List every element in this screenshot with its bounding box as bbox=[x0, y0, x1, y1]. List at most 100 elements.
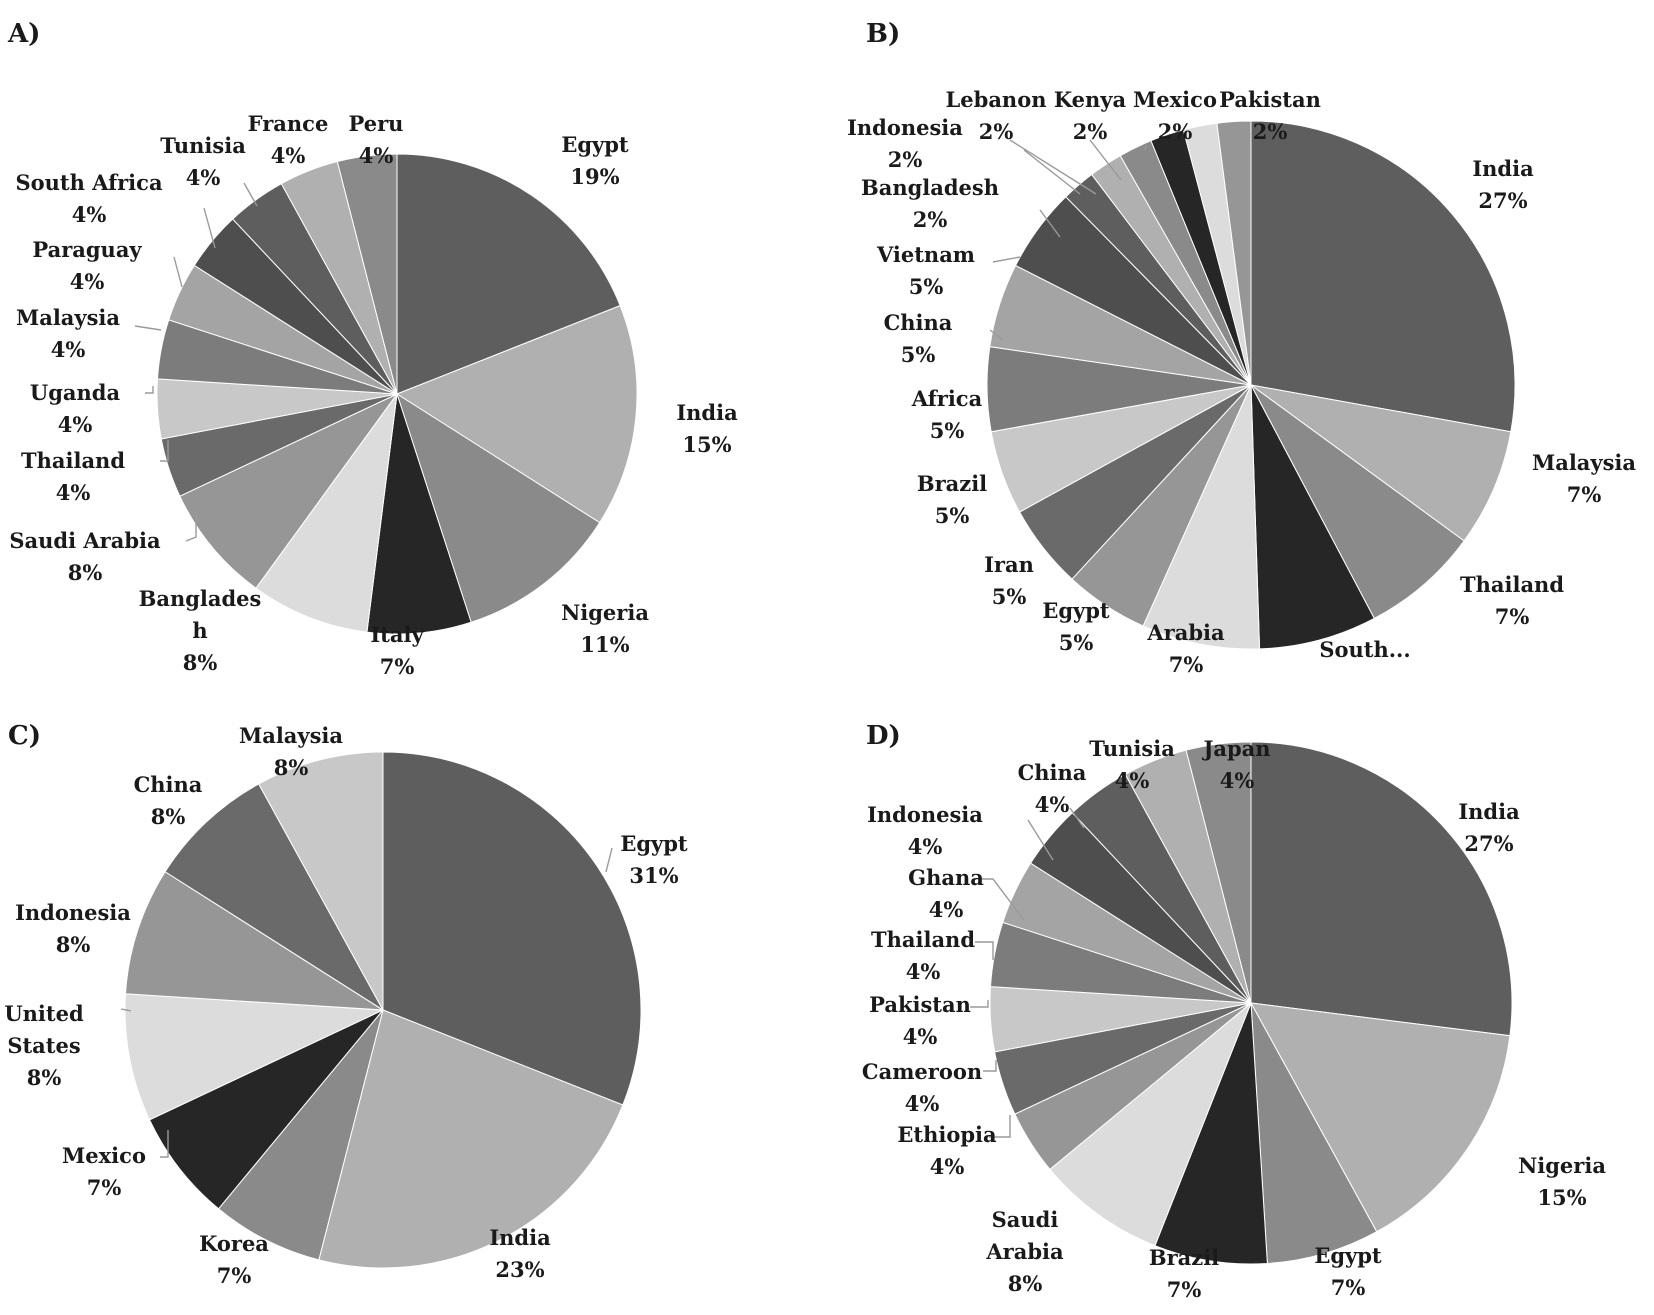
leader-line bbox=[989, 1115, 1011, 1138]
pie-slice bbox=[1185, 741, 1252, 1004]
pie-slice bbox=[1250, 741, 1513, 1037]
leader-line bbox=[980, 878, 1025, 921]
slice-label: India 23% bbox=[489, 1225, 551, 1282]
pie-slice bbox=[124, 993, 384, 1121]
slice-label: Egypt 19% bbox=[561, 132, 629, 189]
slice-label: Indonesia 4% bbox=[867, 802, 983, 859]
pie-chart-panel-4: D) India 27% Nigeria 15% Egypt 7% Brazil 7% Saudi… bbox=[862, 721, 1606, 1302]
slice-label: India 27% bbox=[1472, 156, 1534, 213]
pie-slice bbox=[179, 393, 398, 589]
slice-label: Thailand 7% bbox=[1460, 572, 1564, 629]
slice-label: Pakistan 4% bbox=[869, 992, 971, 1049]
pie-slice bbox=[396, 392, 601, 623]
leader-line bbox=[989, 329, 1004, 341]
slice-label: Uganda 4% bbox=[30, 380, 121, 437]
slice-label: Malaysia 4% bbox=[16, 305, 120, 362]
slice-label: Tunisia 4% bbox=[1089, 736, 1175, 793]
panel-letter: C) bbox=[8, 721, 41, 751]
slice-label: Saudi Arabia 8% bbox=[985, 1207, 1064, 1296]
slice-label: China 8% bbox=[134, 772, 203, 829]
slice-label: Kenya 2% bbox=[1054, 87, 1127, 144]
leader-line bbox=[605, 847, 613, 873]
slice-label: United States 8% bbox=[4, 1001, 84, 1090]
slice-label: Malaysia 7% bbox=[1532, 450, 1636, 507]
slice-label: Egypt 31% bbox=[620, 831, 688, 888]
slice-label: Mexico 2% bbox=[1133, 87, 1217, 144]
leader-line bbox=[160, 440, 169, 462]
slice-label: Ghana 4% bbox=[908, 865, 984, 922]
slice-label: Saudi Arabia 8% bbox=[9, 528, 161, 585]
leader-line bbox=[1009, 139, 1097, 195]
pie-chart-panel-1: A) Egypt 19% India 15% Nigeria 11% Italy 7% Bangl… bbox=[7, 19, 738, 679]
slice-label: Korea 7% bbox=[199, 1231, 269, 1288]
panel-letter: B) bbox=[866, 19, 900, 49]
leader-line bbox=[145, 386, 154, 394]
pie-slice bbox=[124, 871, 384, 1011]
slice-label: Africa 5% bbox=[911, 386, 983, 443]
slice-label: Iran 5% bbox=[984, 552, 1034, 609]
slice-label: Cameroon 4% bbox=[862, 1059, 982, 1116]
pie-slice bbox=[1250, 120, 1516, 433]
pie-slice bbox=[1250, 384, 1465, 620]
slice-label: Egypt 7% bbox=[1314, 1243, 1382, 1300]
leader-line bbox=[1027, 819, 1054, 861]
pie-slice bbox=[336, 153, 398, 395]
leader-line bbox=[992, 256, 1021, 263]
slice-label: Nigeria 15% bbox=[1518, 1153, 1606, 1210]
leader-line bbox=[1039, 209, 1061, 238]
slice-label: South Africa 4% bbox=[15, 170, 163, 227]
pie-chart-panel-3: C) Egypt 31% India 23% Korea 7% Mexico 7% United S… bbox=[4, 721, 688, 1288]
slice-label: France 4% bbox=[248, 111, 329, 168]
slice-label: India 27% bbox=[1458, 799, 1520, 856]
pie-slice bbox=[1142, 384, 1261, 650]
slice-label: Thailand 4% bbox=[871, 927, 975, 984]
pie-slice bbox=[366, 393, 472, 635]
pie-slice bbox=[318, 1009, 624, 1269]
leader-line bbox=[203, 207, 216, 249]
slice-label: Peru 4% bbox=[349, 111, 404, 168]
leader-line bbox=[983, 1060, 997, 1072]
pie-slice bbox=[396, 153, 621, 395]
slice-label: Ethiopia 4% bbox=[897, 1122, 997, 1179]
slice-label: Malaysia 8% bbox=[239, 723, 343, 780]
slice-label: Egypt 5% bbox=[1042, 598, 1110, 655]
pie-slice bbox=[258, 751, 384, 1011]
slice-label: China 5% bbox=[884, 310, 953, 367]
slice-label: Japan 4% bbox=[1201, 736, 1270, 793]
leader-line bbox=[160, 1130, 169, 1158]
leader-line bbox=[243, 182, 258, 207]
slice-label: Thailand 4% bbox=[21, 448, 125, 505]
pie-slice bbox=[1154, 1002, 1268, 1265]
pie-slice bbox=[1250, 1002, 1511, 1233]
slice-label: Pakistan 2% bbox=[1219, 87, 1321, 144]
slice-label: Indonesia 8% bbox=[15, 900, 131, 957]
slice-label: Brazil 7% bbox=[1149, 1245, 1219, 1302]
pie-slice bbox=[1250, 384, 1375, 650]
slice-label: Lebanon 2% bbox=[946, 87, 1047, 144]
slice-label: Vietnam 5% bbox=[876, 242, 975, 299]
leader-line bbox=[1023, 149, 1081, 195]
slice-label: Italy 7% bbox=[370, 622, 424, 679]
pie-slice bbox=[382, 751, 642, 1106]
pie-chart-panel-2: B) India 27% Malaysia 7% Thailand 7% South... Ar… bbox=[847, 19, 1636, 677]
slice-label: Mexico 7% bbox=[62, 1143, 146, 1200]
leader-line bbox=[1144, 144, 1147, 151]
slice-label: Bangladesh 2% bbox=[861, 175, 999, 232]
slice-label: South... bbox=[1319, 637, 1410, 662]
leader-line bbox=[970, 1000, 989, 1008]
leader-line bbox=[134, 325, 162, 331]
pie-slice bbox=[1216, 120, 1252, 386]
slice-label: China 4% bbox=[1018, 760, 1087, 817]
pie-slice bbox=[148, 1009, 384, 1210]
slice-label: India 15% bbox=[676, 400, 738, 457]
leader-line bbox=[975, 941, 994, 960]
pie-slice bbox=[395, 305, 638, 524]
leader-line bbox=[1089, 139, 1122, 181]
pie-slice bbox=[255, 393, 398, 633]
panel-letter: A) bbox=[7, 19, 40, 49]
slice-label: Indonesia 2% bbox=[847, 115, 963, 172]
slice-label: Paraguay 4% bbox=[32, 237, 142, 294]
slice-label: Arabia 7% bbox=[1146, 620, 1225, 677]
pie-slice bbox=[1250, 1002, 1378, 1265]
